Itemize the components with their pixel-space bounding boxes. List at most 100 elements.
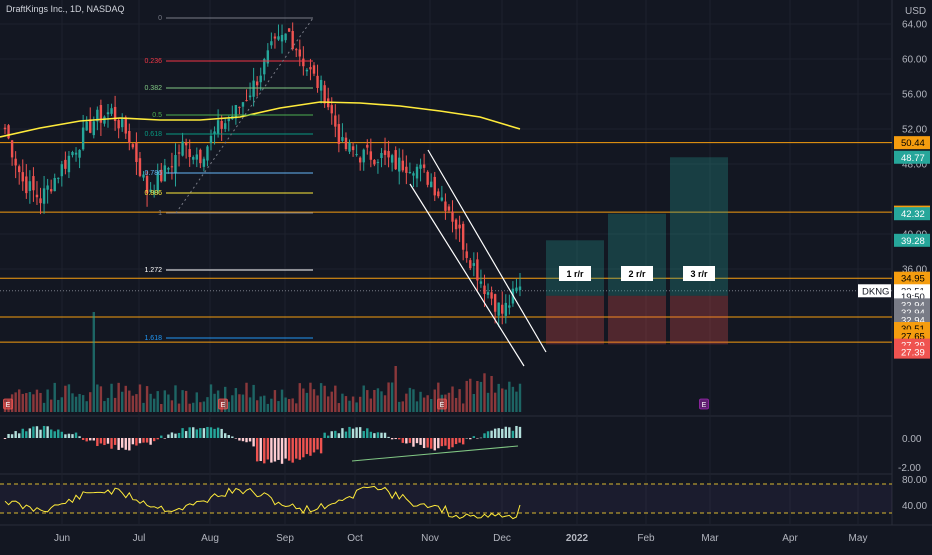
candle[interactable] bbox=[7, 125, 10, 139]
candle[interactable] bbox=[181, 141, 184, 156]
candle[interactable] bbox=[497, 302, 500, 316]
candle[interactable] bbox=[401, 160, 404, 171]
candle[interactable] bbox=[117, 120, 120, 129]
rsi-line[interactable] bbox=[4, 485, 521, 520]
candle[interactable] bbox=[216, 120, 220, 135]
candle[interactable] bbox=[99, 105, 103, 123]
candle[interactable] bbox=[57, 177, 60, 179]
candle[interactable] bbox=[28, 181, 32, 191]
candle[interactable] bbox=[277, 36, 280, 40]
candle[interactable] bbox=[53, 178, 56, 192]
candle[interactable] bbox=[469, 260, 472, 269]
candle[interactable] bbox=[245, 100, 248, 102]
candle[interactable] bbox=[145, 176, 149, 194]
candle[interactable] bbox=[10, 140, 14, 158]
candle[interactable] bbox=[121, 117, 124, 128]
candle[interactable] bbox=[302, 58, 305, 67]
candle[interactable] bbox=[451, 211, 454, 222]
candle[interactable] bbox=[369, 151, 373, 160]
candle[interactable] bbox=[444, 201, 447, 211]
candle[interactable] bbox=[458, 224, 461, 229]
candle[interactable] bbox=[131, 144, 135, 148]
candle[interactable] bbox=[163, 165, 167, 182]
candle[interactable] bbox=[67, 155, 71, 173]
candle[interactable] bbox=[49, 189, 53, 192]
candle[interactable] bbox=[18, 166, 21, 173]
channel-lower[interactable] bbox=[409, 183, 525, 367]
earnings-marker[interactable] bbox=[437, 398, 447, 410]
candle[interactable] bbox=[287, 28, 291, 32]
channel-upper[interactable] bbox=[427, 149, 547, 353]
candle[interactable] bbox=[408, 172, 412, 174]
candle[interactable] bbox=[419, 164, 422, 169]
earnings-marker[interactable] bbox=[218, 398, 228, 410]
candle[interactable] bbox=[170, 166, 174, 168]
candle[interactable] bbox=[341, 137, 344, 141]
candle[interactable] bbox=[483, 285, 486, 295]
candle[interactable] bbox=[128, 130, 131, 143]
candle[interactable] bbox=[135, 142, 138, 163]
candle[interactable] bbox=[202, 158, 206, 167]
risk-zone[interactable] bbox=[670, 295, 728, 345]
candle[interactable] bbox=[42, 188, 46, 204]
candle[interactable] bbox=[501, 304, 504, 314]
candle[interactable] bbox=[156, 171, 159, 192]
risk-zone[interactable] bbox=[608, 295, 666, 345]
candle[interactable] bbox=[284, 33, 287, 41]
candle[interactable] bbox=[103, 116, 106, 124]
candle[interactable] bbox=[206, 146, 209, 161]
candle[interactable] bbox=[394, 150, 397, 170]
candle[interactable] bbox=[60, 164, 64, 177]
candle[interactable] bbox=[270, 41, 273, 46]
candle[interactable] bbox=[266, 50, 270, 64]
candle[interactable] bbox=[142, 174, 145, 178]
candle[interactable] bbox=[248, 95, 252, 98]
candle[interactable] bbox=[295, 49, 298, 51]
candle[interactable] bbox=[508, 305, 511, 308]
candle[interactable] bbox=[387, 151, 390, 158]
candle[interactable] bbox=[3, 127, 7, 130]
candle[interactable] bbox=[195, 154, 198, 160]
candle[interactable] bbox=[330, 105, 333, 114]
candle[interactable] bbox=[74, 152, 78, 155]
candle[interactable] bbox=[518, 286, 522, 290]
candle[interactable] bbox=[319, 79, 323, 91]
candle[interactable] bbox=[85, 121, 88, 131]
candle[interactable] bbox=[81, 127, 85, 150]
candle[interactable] bbox=[209, 136, 213, 144]
candle[interactable] bbox=[376, 161, 380, 163]
candle[interactable] bbox=[259, 75, 262, 83]
candle[interactable] bbox=[25, 176, 28, 194]
candle[interactable] bbox=[415, 166, 419, 179]
risk-zone[interactable] bbox=[546, 295, 604, 345]
candle[interactable] bbox=[224, 123, 227, 129]
candle[interactable] bbox=[316, 75, 319, 88]
candle[interactable] bbox=[405, 166, 408, 173]
candle[interactable] bbox=[412, 173, 415, 176]
candle[interactable] bbox=[433, 176, 436, 196]
candle[interactable] bbox=[362, 149, 365, 163]
candle[interactable] bbox=[46, 185, 49, 190]
candle[interactable] bbox=[398, 157, 401, 172]
candle[interactable] bbox=[373, 159, 376, 165]
candle[interactable] bbox=[305, 69, 309, 72]
candle[interactable] bbox=[110, 108, 113, 114]
candle[interactable] bbox=[124, 117, 127, 134]
candle[interactable] bbox=[21, 172, 24, 182]
candle[interactable] bbox=[298, 49, 301, 57]
candle[interactable] bbox=[454, 219, 458, 230]
candle[interactable] bbox=[188, 149, 191, 158]
candle[interactable] bbox=[220, 120, 223, 129]
candle[interactable] bbox=[234, 104, 238, 119]
candle[interactable] bbox=[184, 142, 188, 146]
candle[interactable] bbox=[348, 142, 351, 152]
candle[interactable] bbox=[160, 169, 163, 182]
candle[interactable] bbox=[493, 294, 497, 312]
candle[interactable] bbox=[280, 34, 284, 42]
candle[interactable] bbox=[255, 81, 259, 86]
macd-divergence-line[interactable] bbox=[351, 445, 519, 462]
candle[interactable] bbox=[422, 164, 426, 168]
candle[interactable] bbox=[227, 118, 230, 122]
